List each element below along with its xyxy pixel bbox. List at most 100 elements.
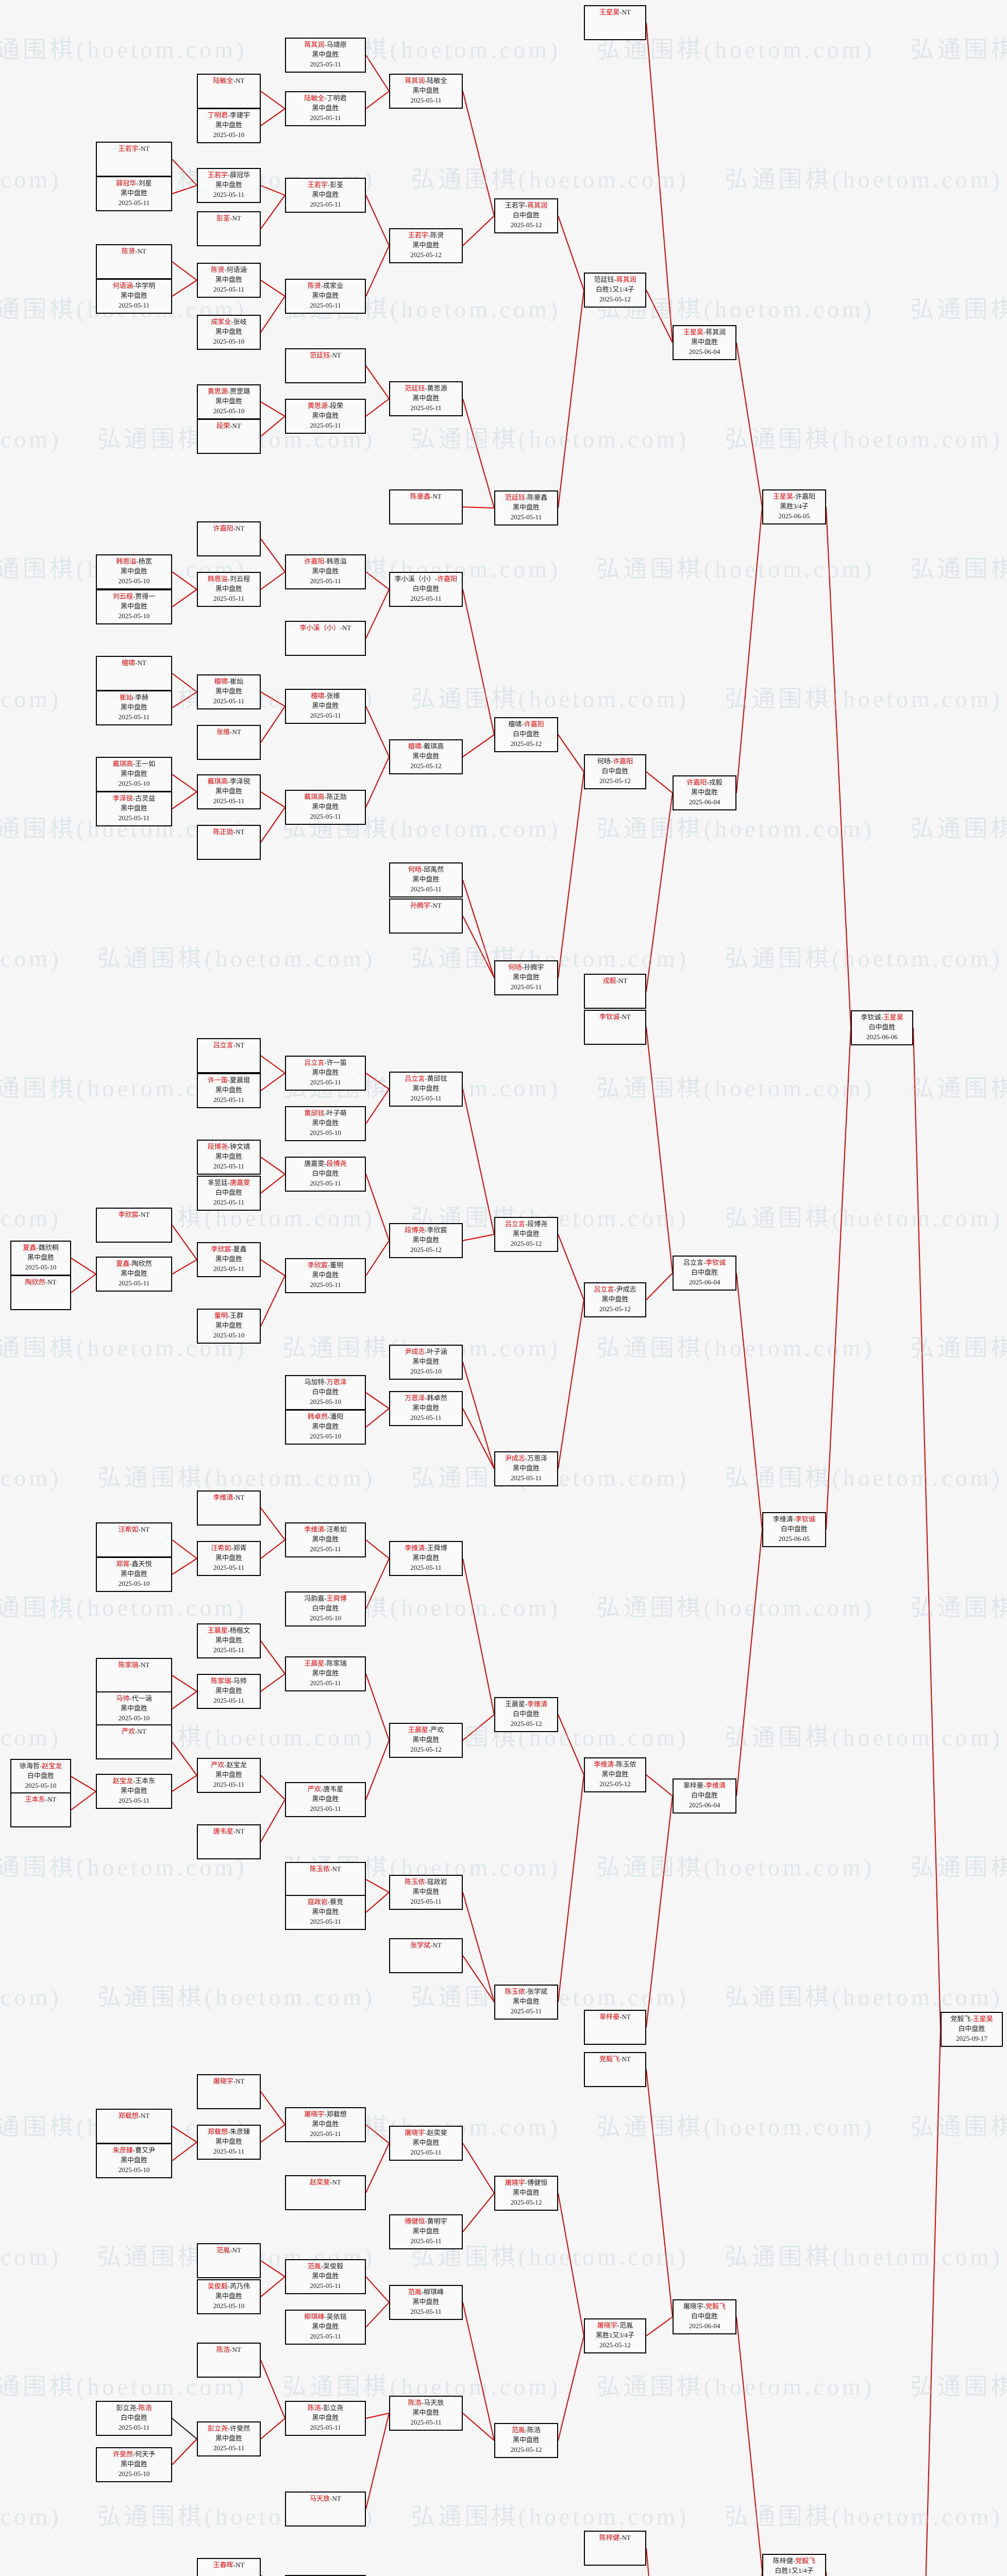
winner-name: 许斐然 (112, 2450, 133, 2458)
result-text: 黑中盘胜 (120, 1704, 147, 1712)
pairing-line: 蒋其润-马靖原 (286, 40, 365, 50)
player-name: 许斐然 (230, 2425, 250, 2432)
winner-name: 王若宇 (408, 231, 428, 239)
date-text: 2025-05-12 (599, 1780, 631, 1788)
pairing-line: 尹成志-叶子涵 (390, 1347, 462, 1357)
winner-name: 陆敏全 (304, 94, 325, 102)
winner-name: 薛冠华 (116, 179, 137, 187)
bracket-edge (462, 1892, 495, 2003)
date-text: 2025-05-12 (410, 250, 442, 259)
bye-label: NT (141, 2112, 150, 2120)
result-text: 白中盘胜 (312, 1169, 339, 1177)
player-name: 陈家瑞 (326, 1659, 347, 1667)
date-text: 2025-05-10 (118, 577, 150, 585)
winner-name: 陈玉侬 (505, 1988, 525, 1995)
pairing-dash: - (227, 1179, 230, 1187)
winner-name: 柳琪峰 (304, 2313, 325, 2320)
pairing-line: 李维清-王舜博 (390, 1544, 462, 1553)
bracket-edge (260, 1055, 286, 1074)
bracket-edge (826, 506, 851, 1028)
pairing-dash: - (129, 1560, 132, 1568)
player-name: 董明 (330, 1261, 344, 1269)
pairing-line: 彭立尧-许斐然 (198, 2424, 260, 2434)
player-name: 陈梓健 (773, 2557, 793, 2565)
bracket-edge (172, 1539, 197, 1559)
pairing-line: 夏鑫-魏欣桐 (11, 1243, 70, 1253)
pairing-line: 陆敏全-NT (198, 76, 260, 86)
bye-label: NT (232, 728, 241, 736)
pairing-dash: - (227, 2282, 230, 2290)
pairing-dash: - (324, 94, 327, 102)
match-box: 彭立尧-许斐然 黑中盘胜 2025-05-11 (197, 2421, 261, 2456)
pairing-dash: - (227, 777, 230, 785)
pairing-dash: - (227, 111, 230, 119)
pairing-line: 韩恩溢-杨宽 (97, 557, 171, 567)
bracket-edge (172, 791, 197, 809)
player-name: 唐嘉雯 (304, 1160, 325, 1167)
result-text: 黑中盘胜 (412, 1887, 440, 1895)
bracket-edge (646, 22, 673, 343)
pairing-line: 檀啸-许嘉阳 (495, 720, 557, 730)
winner-name: 赵宝龙 (42, 1762, 62, 1770)
date-text: 2025-05-11 (213, 697, 245, 705)
result-text: 黑中盘胜 (312, 2120, 339, 2128)
result-text: 黑中盘胜 (215, 397, 242, 405)
bracket-edge (260, 2091, 286, 2125)
match-box: 檀啸-崔灿 黑中盘胜 2025-05-11 (197, 674, 261, 709)
pairing-dash: - (227, 1626, 230, 1634)
bracket-edge (646, 1795, 673, 2028)
pairing-dash: - (327, 1898, 330, 1906)
player-name: 唐韦星 (323, 1785, 344, 1793)
bracket-edge (172, 185, 197, 194)
bracket-edge (71, 1274, 96, 1293)
winner-name: 范胤 (307, 2262, 321, 2270)
bracket-edge (260, 416, 286, 437)
bracket-edge (365, 1558, 390, 1609)
pairing-line: 檀啸-崔灿 (198, 677, 260, 687)
pairing-line: 范胤-吴俊毅 (286, 2262, 365, 2272)
player-name: 彭荃 (330, 181, 344, 189)
player-name: 杨宽 (138, 557, 152, 565)
bye-label: NT (141, 1661, 150, 1669)
match-box: 许嘉阳-韩恩溢 黑中盘胜 2025-05-11 (285, 554, 366, 589)
result-text: 黑中盘胜 (312, 104, 339, 112)
bracket-edge (260, 2276, 286, 2297)
date-text: 2025-05-12 (510, 739, 542, 748)
bye-box: 赵奕斐-NT (285, 2175, 366, 2210)
date-text: 2025-05-12 (599, 295, 631, 303)
pairing-line: 范廷钰-蒋其润 (585, 275, 645, 285)
date-text: 2025-05-11 (310, 60, 341, 68)
pairing-dash: - (132, 760, 136, 768)
bye-label: NT (236, 828, 245, 836)
bracket-edge (172, 280, 197, 297)
bye-box: 王若宇-NT (96, 142, 172, 177)
winner-name: 傅健恒 (405, 2217, 425, 2225)
pairing-dash: - (227, 1312, 230, 1319)
date-text: 2025-05-11 (213, 285, 245, 293)
bracket-edge (260, 108, 286, 126)
bracket-edge (172, 774, 197, 792)
pairing-dash: - (522, 963, 524, 971)
pairing-dash: - (233, 2077, 236, 2085)
match-box: 彭立尧-陈浩 白中盘胜 2025-05-11 (96, 2401, 172, 2436)
pairing-line: 何旸-孙腾宇 (495, 963, 557, 973)
winner-name: 李维清 (213, 1494, 233, 1501)
player-name: 代一涵 (131, 1694, 152, 1702)
bye-box: 张维-NT (197, 725, 261, 760)
winner-name: 韩卓然 (307, 1413, 328, 1420)
pairing-line: 陈贤-成家业 (286, 281, 365, 291)
pairing-line: 蒋其润-陆敏全 (390, 76, 462, 86)
match-box: 陈浩-彭立尧 黑中盘胜 2025-05-11 (285, 2401, 366, 2436)
pairing-line: 段博尧-李欣宸 (390, 1226, 462, 1235)
pairing-dash: - (428, 231, 431, 239)
date-text: 2025-05-11 (310, 113, 341, 122)
match-box: 郑胥-鑫天悦 黑中盘胜 2025-05-10 (96, 1557, 172, 1592)
winner-name: 董明 (214, 1312, 228, 1319)
winner-name: 陶欣然 (25, 1278, 45, 1286)
pairing-dash: - (132, 693, 136, 701)
player-name: 成家业 (323, 282, 344, 290)
result-text: 黑中盘胜 (215, 1553, 242, 1562)
bye-label: NT (47, 1795, 57, 1803)
winner-name: 檀啸 (311, 692, 325, 700)
bracket-edge (462, 398, 495, 509)
